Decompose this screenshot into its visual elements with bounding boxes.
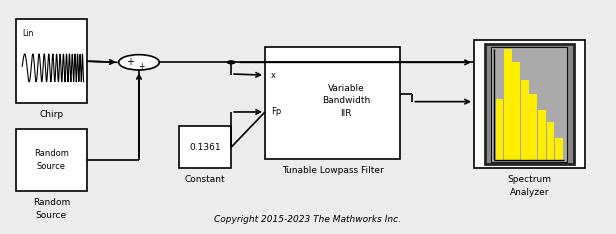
Text: Variable
Bandwidth
IIR: Variable Bandwidth IIR: [322, 84, 370, 118]
Bar: [16, 129, 87, 191]
Bar: [179, 126, 231, 168]
Text: Copyright 2015-2023 The Mathworks Inc.: Copyright 2015-2023 The Mathworks Inc.: [214, 215, 402, 224]
Text: Constant: Constant: [185, 175, 225, 184]
Text: x: x: [271, 71, 276, 80]
Text: Fp: Fp: [271, 107, 282, 117]
Bar: [529, 94, 537, 161]
Bar: [496, 99, 503, 161]
Circle shape: [119, 55, 160, 70]
Bar: [513, 62, 520, 161]
Bar: [16, 19, 87, 103]
Bar: [521, 80, 529, 161]
Text: +: +: [126, 57, 134, 66]
Bar: [555, 138, 563, 161]
Text: Tunable Lowpass Filter: Tunable Lowpass Filter: [282, 166, 383, 175]
Bar: [474, 40, 585, 168]
Text: Random
Source: Random Source: [33, 198, 70, 220]
Bar: [485, 44, 573, 164]
Text: Lin: Lin: [22, 29, 34, 38]
Bar: [504, 49, 512, 161]
Text: Random
Source: Random Source: [34, 149, 69, 171]
Text: Spectrum
Analyzer: Spectrum Analyzer: [507, 175, 551, 197]
Text: Chirp: Chirp: [39, 110, 63, 119]
Bar: [538, 110, 546, 161]
Circle shape: [227, 61, 235, 64]
Bar: [265, 47, 400, 159]
Bar: [547, 121, 554, 161]
Text: +: +: [138, 62, 144, 71]
Bar: [491, 47, 567, 162]
Text: 0.1361: 0.1361: [189, 143, 221, 152]
